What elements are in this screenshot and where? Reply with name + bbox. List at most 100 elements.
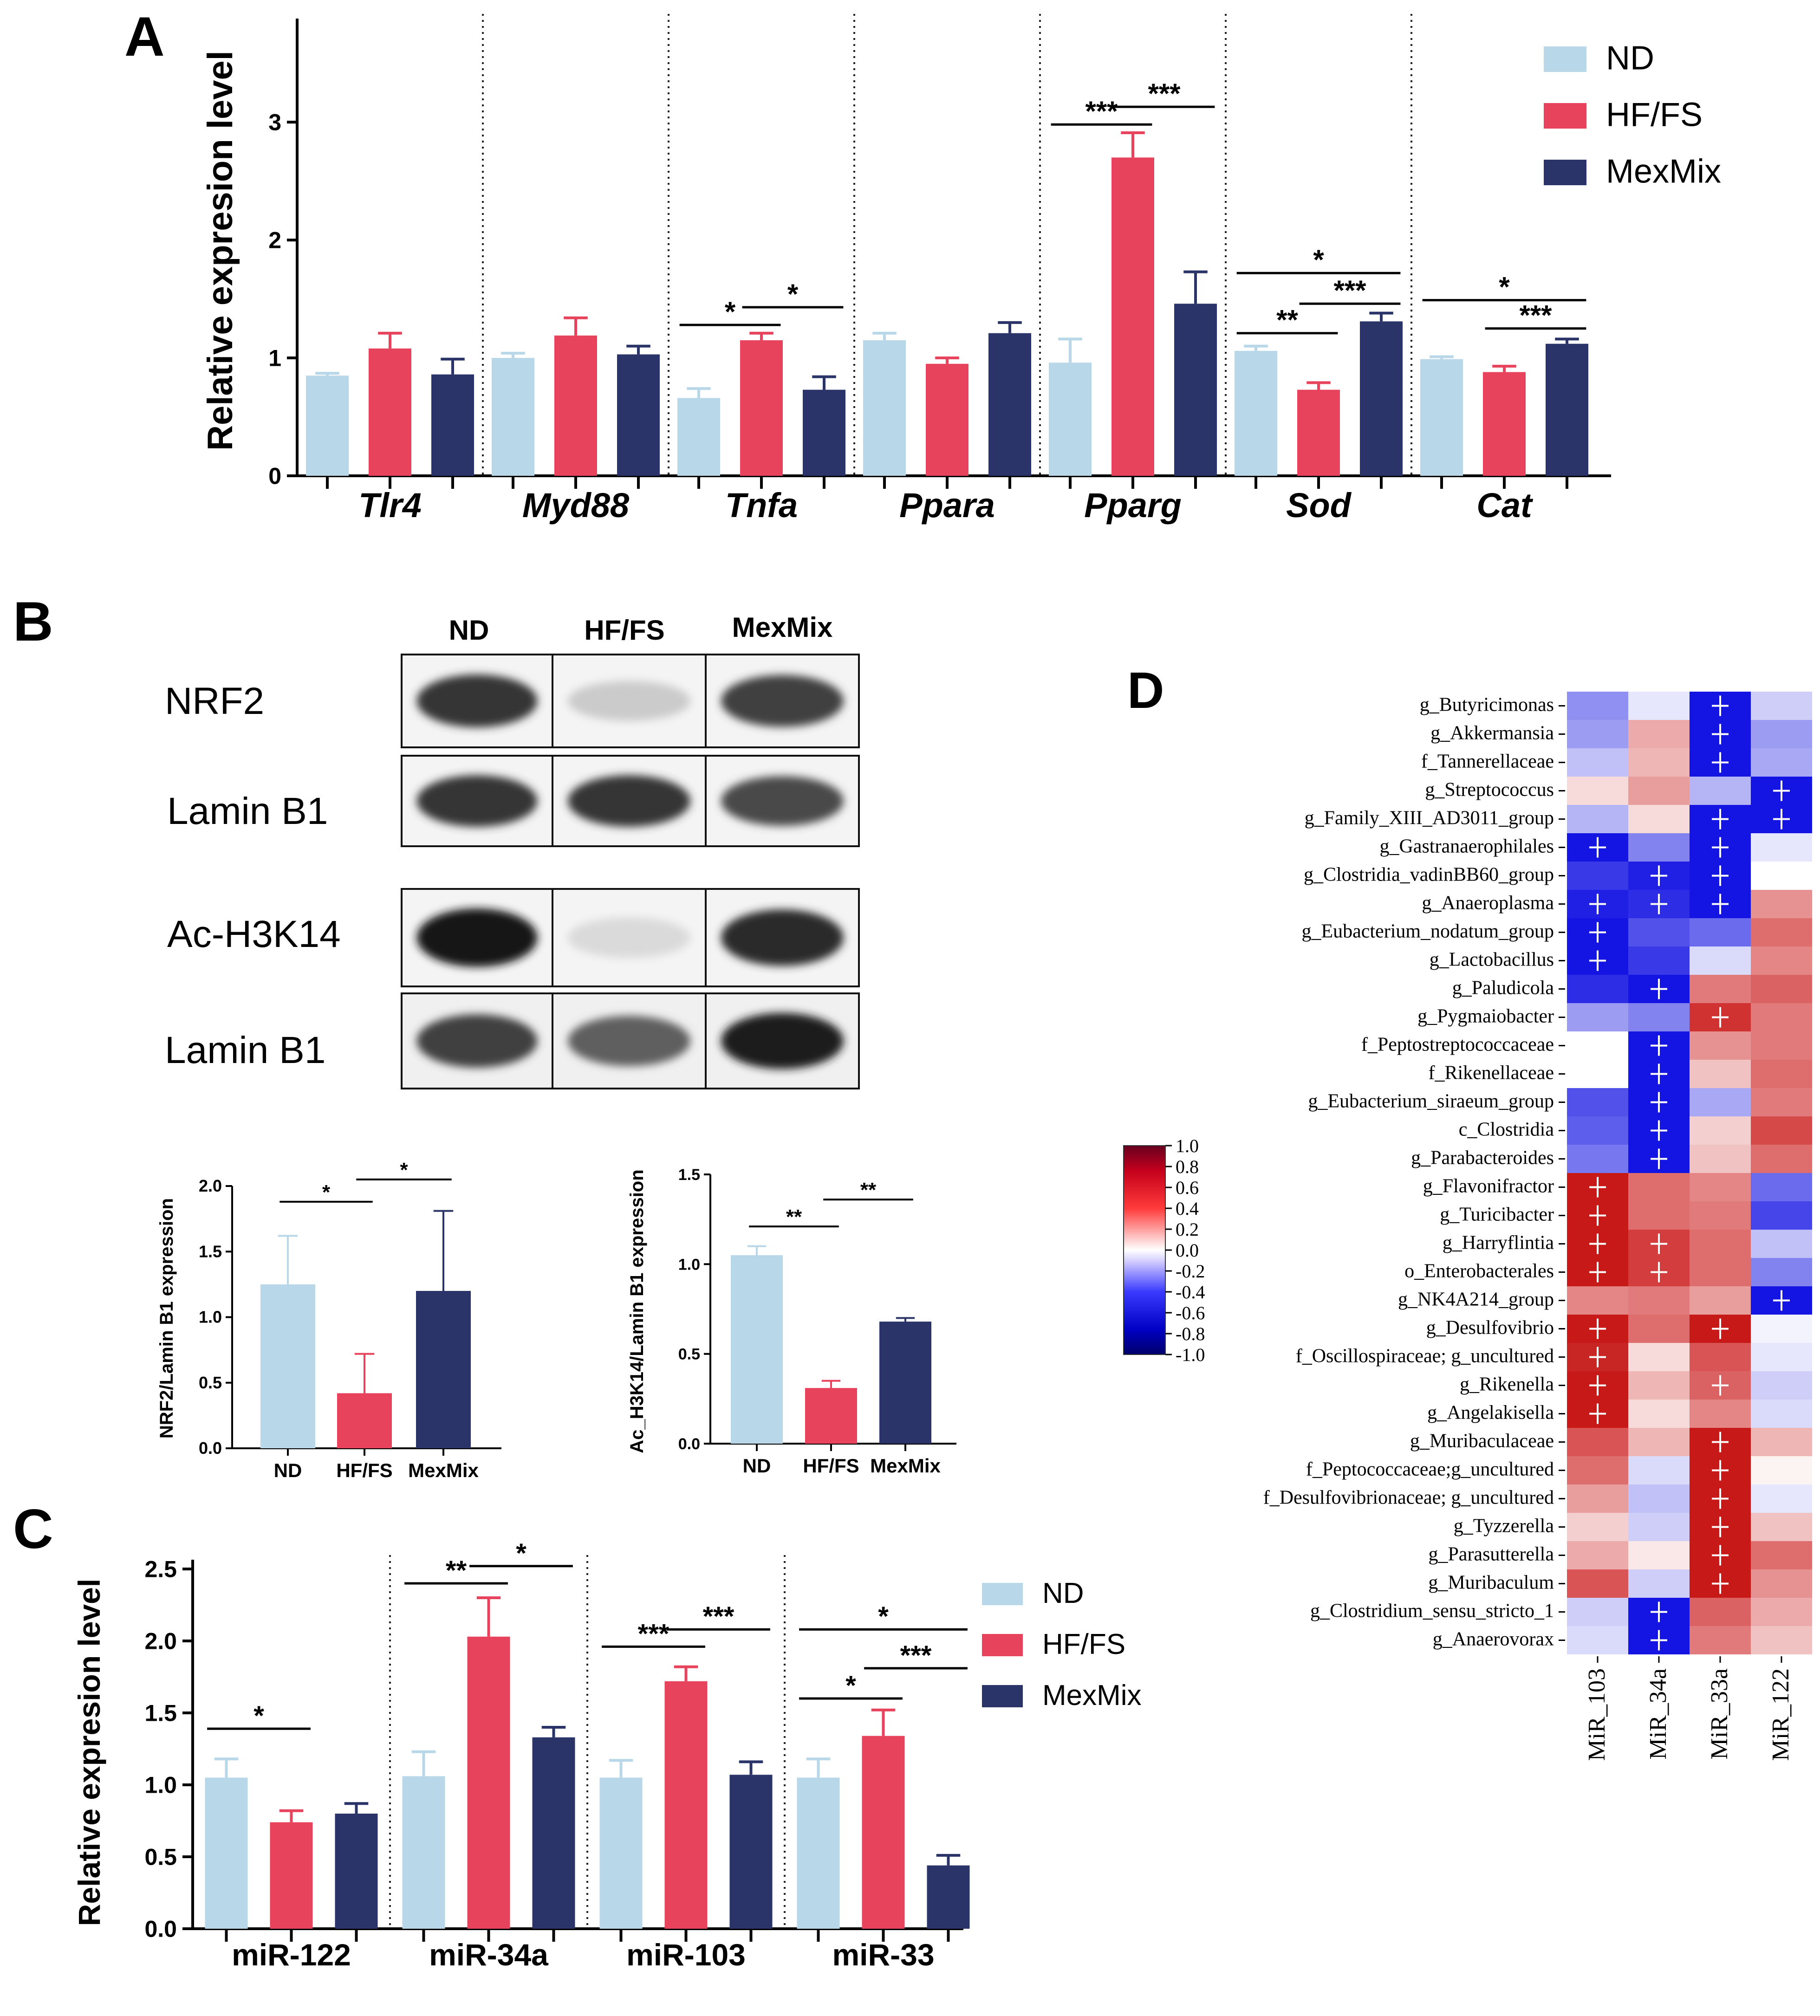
blot-band-nrf2-2 (721, 675, 844, 727)
bar-mexmix-tnfa (803, 389, 845, 476)
heatmap-row-label-g-angelakisella: g_Angelakisella (1427, 1402, 1554, 1423)
panel-label-a: A (124, 6, 165, 68)
significance-label-1: ** (446, 1556, 467, 1586)
heatmap-cell-17-3 (1751, 1173, 1812, 1201)
heatmap-cell-15-3 (1751, 1116, 1812, 1145)
colorbar-tick-label-7: -0.4 (1176, 1282, 1205, 1303)
panel-c-legend: ND HF/FS MexMix (982, 1577, 1142, 1711)
heatmap-row-label-f-peptostreptococcaceae: f_Peptostreptococcaceae (1361, 1034, 1554, 1055)
heatmap-row-label-g-butyricimonas: g_Butyricimonas (1420, 694, 1554, 715)
blot-row-label-laminb1-a: Lamin B1 (167, 790, 328, 832)
y-tick-label-3: 3 (268, 110, 281, 136)
heatmap-row-label-g-gastranaerophilales: g_Gastranaerophilales (1379, 836, 1554, 857)
significance-label-4: *** (703, 1601, 734, 1632)
significance-label-7: *** (1519, 300, 1552, 331)
heatmap-row-label-g-family-xiii-ad3011-group: g_Family_XIII_AD3011_group (1305, 807, 1554, 829)
heatmap-cell-26-1 (1628, 1428, 1690, 1456)
heatmap-row-label-g-eubacterium-siraeum-group: g_Eubacterium_siraeum_group (1308, 1090, 1554, 1112)
heatmap-row-label-g-eubacterium-nodatum-group: g_Eubacterium_nodatum_group (1301, 920, 1554, 942)
heatmap-cell-14-0 (1567, 1088, 1628, 1116)
panel-label-b: B (13, 590, 53, 653)
heatmap-row-label-f-rikenellaceae: f_Rikenellaceae (1429, 1062, 1554, 1083)
y-tick-label-0: 0.0 (144, 1916, 177, 1942)
heatmap-cell-22-3 (1751, 1315, 1812, 1343)
bar-hf-fs-tnfa (740, 340, 783, 476)
heatmap-cell-27-3 (1751, 1456, 1812, 1484)
heatmap-row-label-g-turicibacter: g_Turicibacter (1440, 1204, 1554, 1225)
western-blot: ND HF/FS MexMix NRF2 Lamin B1 Ac-H3K14 L… (165, 612, 860, 1089)
heatmap-cell-27-0 (1567, 1456, 1628, 1484)
bar-nd-sod (1235, 350, 1277, 476)
panel-a-chart: 0 1 2 3 Relative expresion level Tlr4 Myd88 Tnf… (201, 14, 1611, 525)
y-tick-label-3: 1.5 (678, 1166, 700, 1184)
x-category-ppara: Ppara (899, 486, 995, 525)
bar-nd-mir-33 (797, 1777, 840, 1929)
significance-label-7: * (878, 1601, 889, 1632)
legend-swatch-mexmix (982, 1685, 1023, 1707)
bar-mexmix-mir-122 (335, 1814, 378, 1929)
heatmap-cell-28-0 (1567, 1484, 1628, 1513)
heatmap-cell-23-1 (1628, 1343, 1690, 1371)
colorbar-gradient (1123, 1145, 1166, 1355)
colorbar-tick-label-5: 0.0 (1176, 1240, 1199, 1261)
x-category-mir-33: miR-33 (832, 1938, 934, 1972)
heatmap-cell-31-0 (1567, 1569, 1628, 1598)
bar-mexmix-ppara (988, 333, 1031, 476)
significance-label-3: *** (1148, 78, 1181, 109)
y-axis-label: Relative expresion level (72, 1579, 106, 1926)
heatmap-cell-30-3 (1751, 1541, 1812, 1569)
blot-band-lamin-b1-1 (568, 775, 690, 827)
heatmap-cell-30-1 (1628, 1541, 1690, 1569)
legend-label-mexmix: MexMix (1606, 153, 1721, 190)
heatmap-cell-19-3 (1751, 1230, 1812, 1258)
heatmap-row-label-g-parasutterella: g_Parasutterella (1428, 1543, 1554, 1565)
y-axis-label: Relative expresion level (201, 51, 240, 451)
heatmap-cell-33-0 (1567, 1626, 1628, 1654)
y-tick-label-1: 0.5 (678, 1346, 700, 1363)
heatmap-cell-20-3 (1751, 1258, 1812, 1286)
heatmap-row-label-g-clostridia-vadinbb60-group: g_Clostridia_vadinBB60_group (1304, 864, 1554, 885)
heatmap-cell-14-2 (1690, 1088, 1751, 1116)
heatmap-row-label-g-harryflintia: g_Harryflintia (1443, 1232, 1554, 1253)
significance-label-5: * (845, 1671, 856, 1701)
blot-band-lamin-b1-0 (416, 1014, 538, 1068)
colorbar-tick-label-0: 1.0 (1176, 1135, 1199, 1156)
panel-d-heatmap: g_Butyricimonas g_Akkermansia f_Tannerella… (1263, 692, 1812, 1761)
heatmap-cell-11-0 (1567, 1003, 1628, 1031)
blot-band-ac-h3k14-2 (721, 909, 844, 966)
blot-col-nd: ND (449, 615, 489, 646)
heatmap-cell-26-0 (1567, 1428, 1628, 1456)
x-category-sod: Sod (1286, 486, 1352, 525)
blot-band-lamin-b1-1 (568, 1016, 690, 1066)
bar-nd-mir-34a (402, 1776, 445, 1929)
significance-label-4: ** (1276, 305, 1298, 336)
heatmap-cell-0-3 (1751, 692, 1812, 720)
x-category-tlr4: Tlr4 (358, 486, 422, 525)
bar-mexmix-mir-33 (927, 1865, 970, 1929)
legend-label-nd: ND (1606, 40, 1654, 77)
heatmap-cell-28-1 (1628, 1484, 1690, 1513)
bar-mexmix-tlr4 (431, 374, 474, 476)
legend-swatch-hffs (982, 1634, 1023, 1656)
heatmap-cell-22-1 (1628, 1315, 1690, 1343)
y-tick-label-2: 2 (268, 227, 281, 253)
heatmap-cell-18-1 (1628, 1201, 1690, 1230)
bar-mexmix-sod (1360, 321, 1403, 476)
heatmap-cell-28-3 (1751, 1484, 1812, 1513)
heatmap-row-label-g-nk4a214-group: g_NK4A214_group (1398, 1289, 1554, 1310)
y-tick-label-4: 2.0 (199, 1176, 222, 1195)
x-category-cat: Cat (1476, 486, 1534, 525)
significance-label-6: *** (900, 1640, 932, 1671)
colorbar-tick-label-2: 0.6 (1176, 1177, 1199, 1198)
panel-a-legend: ND HF/FS MexMix (1544, 40, 1721, 190)
heatmap-cell-10-0 (1567, 975, 1628, 1003)
heatmap-cell-10-3 (1751, 975, 1812, 1003)
blot-band-nrf2-1 (568, 681, 690, 721)
heatmap-cell-9-1 (1628, 946, 1690, 975)
x-category-mir-34a: miR-34a (429, 1938, 549, 1972)
significance-label-0: * (322, 1181, 331, 1204)
bar-mexmix-pparg (1174, 304, 1217, 476)
significance-label-2: * (516, 1538, 526, 1569)
panel-label-c: C (13, 1498, 53, 1560)
bar-nd-mir-103 (599, 1777, 643, 1929)
